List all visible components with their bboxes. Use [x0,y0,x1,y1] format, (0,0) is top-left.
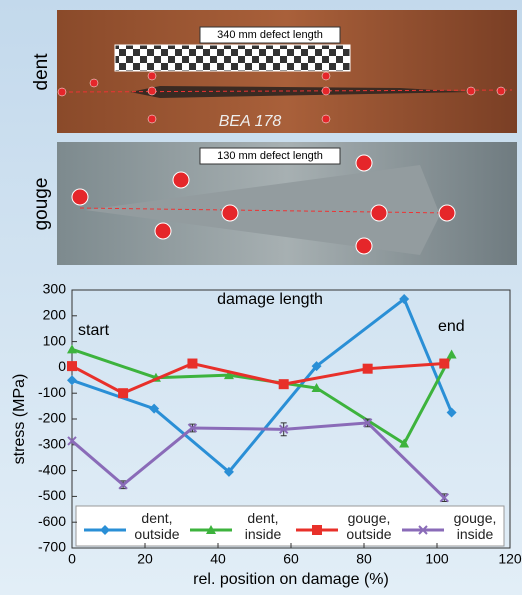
y-tick-label: 200 [43,307,67,323]
y-tick-label: 300 [43,281,67,297]
marker [67,436,77,446]
legend-label: gouge, inside [453,510,497,542]
legend-marker [418,525,428,535]
marker [223,370,234,380]
legend [75,505,505,547]
marker [362,363,373,374]
x-tick-label: 0 [68,551,76,567]
marker [278,424,289,435]
y-axis-label: stress (MPa) [11,374,28,465]
series-line [71,296,453,475]
marker [311,383,322,393]
scale-bar [114,44,351,72]
marker [223,466,234,477]
y-tick-label: -100 [38,384,66,400]
x-tick-label: 20 [137,551,153,567]
marker [187,358,198,369]
marker [187,423,198,433]
series-line [71,421,446,499]
marking: BEA 178 [219,113,282,130]
marker [439,492,450,503]
marker [399,438,410,448]
marker [118,388,129,399]
marker [278,379,289,390]
x-tick-label: 80 [356,551,372,567]
photo-label: dent [31,53,52,91]
x-tick-label: 40 [210,551,226,567]
x-tick-label: 100 [425,551,449,567]
y-tick-label: 100 [43,332,67,348]
legend-label: dent, inside [244,510,282,542]
marker [446,349,457,359]
marker [67,361,77,372]
legend-marker [100,525,110,535]
legend-marker [206,525,216,534]
gouge-axis [79,207,451,214]
marker [149,403,160,414]
annotation: start [78,322,110,339]
y-tick-label: -600 [38,513,66,529]
x-tick-label: 120 [498,551,522,567]
legend-label: dent, outside [134,510,180,542]
y-tick-label: -200 [38,410,66,426]
caption-box [199,26,341,44]
dots [71,154,456,255]
y-tick-label: -300 [38,436,66,452]
y-tick-label: -700 [38,539,66,555]
marker [311,361,322,372]
legend-label: gouge, outside [346,510,392,542]
marker [399,294,410,305]
annotation: end [438,318,465,335]
legend-marker [312,525,322,535]
marker [362,418,373,428]
dent-shape [130,86,470,98]
marker [67,344,77,354]
dent-axis [61,89,513,93]
y-tick-label: 0 [58,358,66,374]
photos: 340 mm defect length BEA 178 dent 130 mm… [31,10,517,265]
annotation: damage length [217,291,323,308]
marker [67,375,77,386]
caption: 340 mm defect length [217,29,323,41]
marker [118,480,128,490]
caption: 130 mm defect length [217,150,323,162]
series-line [71,361,445,395]
marker [446,407,457,418]
x-tick-label: 60 [283,551,299,567]
y-tick-label: -400 [38,461,66,477]
photo-label: gouge [31,178,52,231]
y-tick-label: -500 [38,487,66,503]
x-axis-label: rel. position on damage (%) [193,571,389,588]
caption-box [199,147,341,165]
dots [57,71,506,124]
marker [439,358,450,369]
